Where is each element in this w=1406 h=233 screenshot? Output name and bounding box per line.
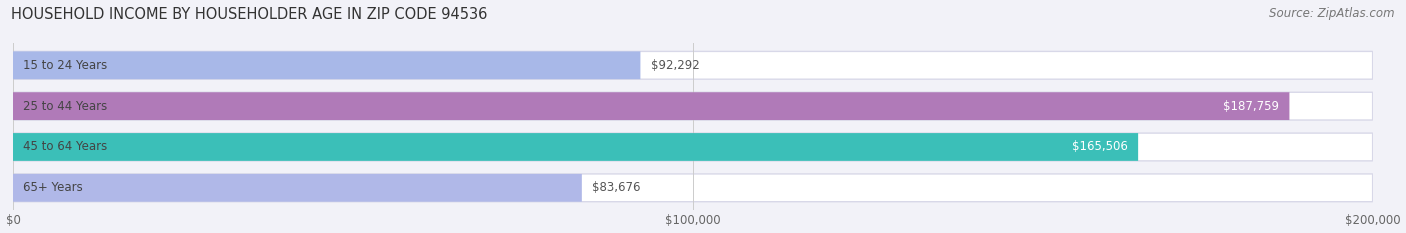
FancyBboxPatch shape (13, 92, 1372, 120)
Text: 65+ Years: 65+ Years (22, 181, 83, 194)
FancyBboxPatch shape (13, 51, 640, 79)
FancyBboxPatch shape (13, 51, 1372, 79)
FancyBboxPatch shape (13, 133, 1137, 161)
Text: $187,759: $187,759 (1223, 100, 1279, 113)
FancyBboxPatch shape (13, 133, 1372, 161)
Text: $83,676: $83,676 (592, 181, 641, 194)
Text: 25 to 44 Years: 25 to 44 Years (22, 100, 107, 113)
FancyBboxPatch shape (13, 92, 1289, 120)
Text: 45 to 64 Years: 45 to 64 Years (22, 140, 107, 154)
Text: $92,292: $92,292 (651, 59, 699, 72)
Text: Source: ZipAtlas.com: Source: ZipAtlas.com (1270, 7, 1395, 20)
Text: HOUSEHOLD INCOME BY HOUSEHOLDER AGE IN ZIP CODE 94536: HOUSEHOLD INCOME BY HOUSEHOLDER AGE IN Z… (11, 7, 488, 22)
Text: 15 to 24 Years: 15 to 24 Years (22, 59, 107, 72)
Text: $165,506: $165,506 (1071, 140, 1128, 154)
FancyBboxPatch shape (13, 174, 1372, 202)
FancyBboxPatch shape (13, 174, 582, 202)
